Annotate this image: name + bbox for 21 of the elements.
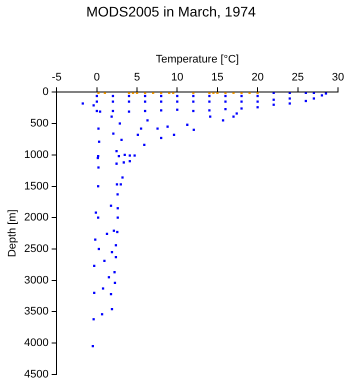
y-tick-label: 3500 <box>24 306 49 318</box>
x-tick-label: 20 <box>251 72 264 84</box>
x-tick-label: 0 <box>94 72 100 84</box>
y-tick-label: 4500 <box>24 368 49 380</box>
x-axis-title: Temperature [°C] <box>156 53 239 66</box>
y-tick-label: 2000 <box>24 212 49 224</box>
y-tick-label: 1500 <box>24 180 49 192</box>
y-tick-label: 2500 <box>24 243 49 256</box>
x-tick-label: -5 <box>52 72 62 84</box>
x-tick-label: 10 <box>171 72 184 84</box>
x-tick-label: 5 <box>134 72 140 84</box>
x-tick-label: 30 <box>332 72 344 84</box>
chart-title: MODS2005 in March, 1974 <box>86 3 256 20</box>
y-tick-label: 500 <box>30 118 49 130</box>
y-axis-title: Depth [m] <box>6 209 19 258</box>
y-tick-label: 3000 <box>24 274 49 286</box>
y-tick-label: 4000 <box>24 337 49 350</box>
x-tick-label: 25 <box>292 72 304 84</box>
y-tick-label: 0 <box>42 86 49 98</box>
y-tick-label: 1000 <box>24 148 49 161</box>
x-tick-label: 15 <box>211 72 224 84</box>
